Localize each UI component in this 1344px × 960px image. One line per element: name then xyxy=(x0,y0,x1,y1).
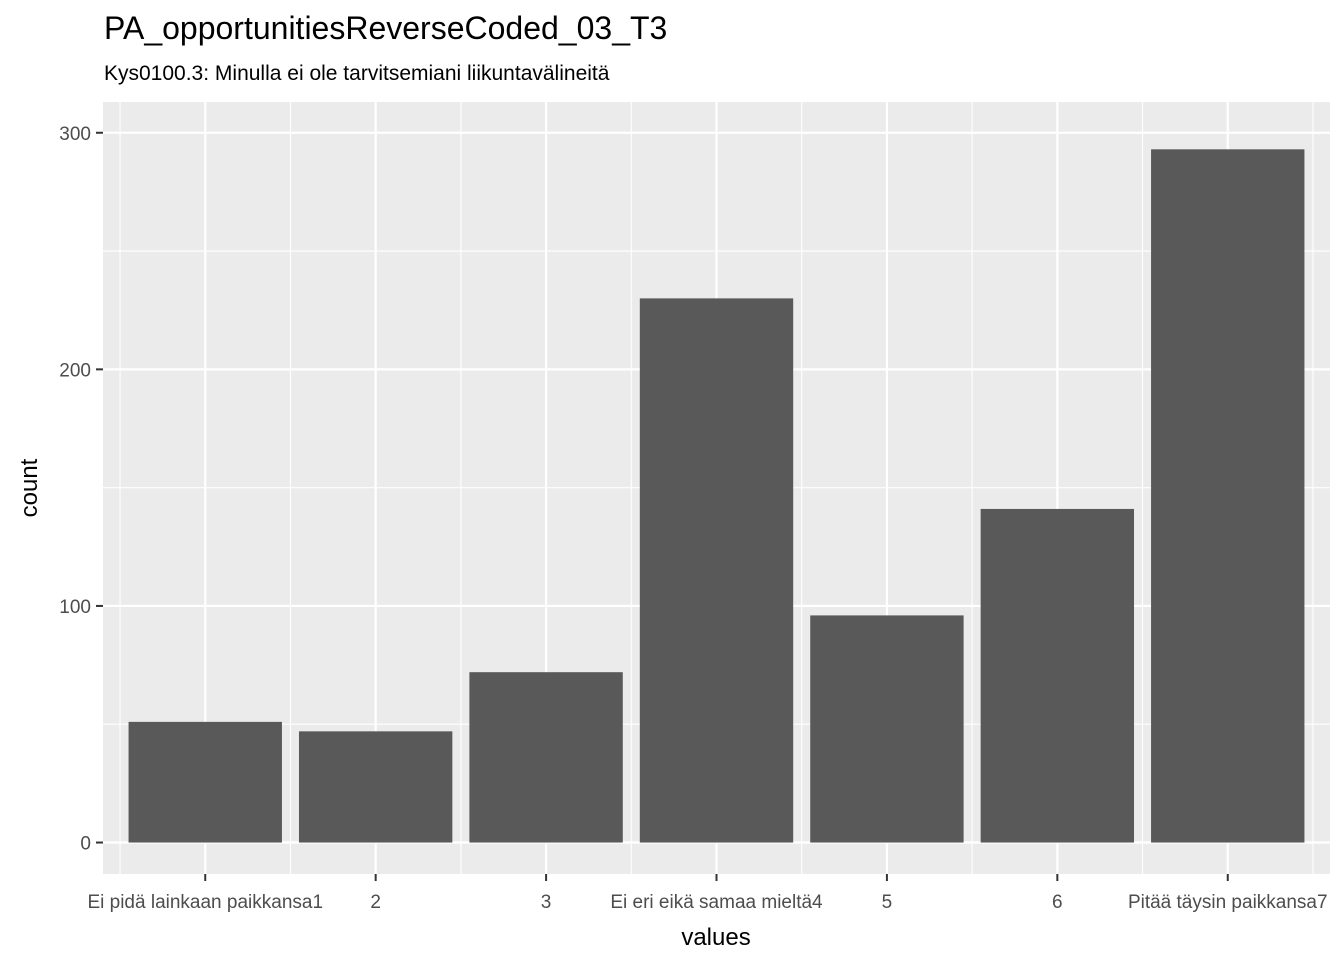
bar xyxy=(639,298,794,843)
bar xyxy=(128,721,282,843)
chart-subtitle: Kys0100.3: Minulla ei ole tarvitsemiani … xyxy=(104,62,610,85)
x-tick-label: 3 xyxy=(541,892,552,913)
x-tick-label: 5 xyxy=(882,892,893,913)
x-tick-label: Pitää täysin paikkansa7 xyxy=(1128,892,1328,913)
x-tick-label: Ei eri eikä samaa mieltä4 xyxy=(610,892,823,913)
y-tick-label: 200 xyxy=(59,360,91,381)
bar xyxy=(980,508,1135,843)
bar xyxy=(1151,149,1305,843)
x-axis-label: values xyxy=(681,924,750,951)
x-tick-label: 2 xyxy=(370,892,381,913)
x-axis: Ei pidä lainkaan paikkansa1 2 3 Ei eri eikä… xyxy=(87,874,1328,913)
y-tick-label: 100 xyxy=(59,597,91,618)
bars xyxy=(128,149,1305,843)
x-tick-label: Ei pidä lainkaan paikkansa1 xyxy=(87,892,323,913)
chart-title: PA_opportunitiesReverseCoded_03_T3 xyxy=(104,10,668,46)
y-tick-label: 300 xyxy=(59,124,91,145)
bar xyxy=(298,731,453,843)
y-tick-label: 0 xyxy=(80,834,91,855)
x-tick-label: 6 xyxy=(1052,892,1063,913)
y-axis-label: count xyxy=(16,458,43,517)
y-axis: 0 100 200 300 xyxy=(59,124,103,855)
bar xyxy=(810,615,964,843)
bar xyxy=(469,672,623,843)
